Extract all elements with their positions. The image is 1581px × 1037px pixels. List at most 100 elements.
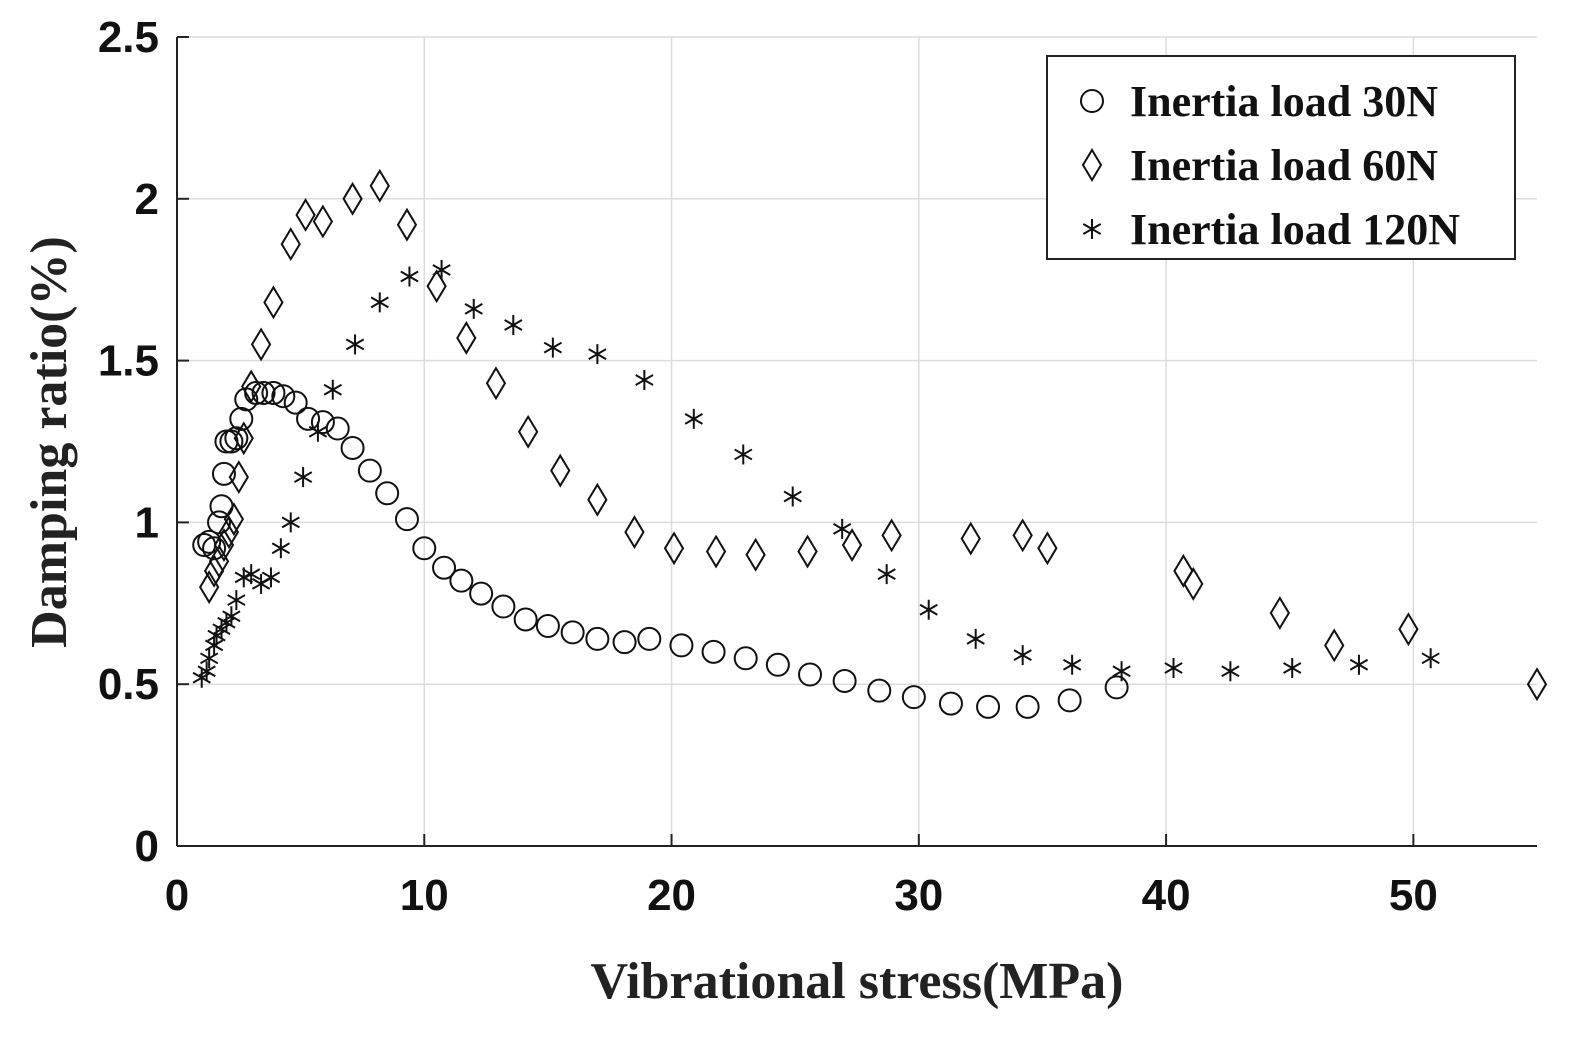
- x-tick-label: 20: [647, 871, 696, 920]
- data-point-circle: [513, 607, 538, 632]
- x-tick-label: 0: [165, 871, 189, 920]
- data-point-circle: [310, 410, 335, 435]
- series-3: [192, 259, 1440, 688]
- y-tick-label: 1: [135, 498, 159, 547]
- data-point-asterisk: [261, 567, 281, 588]
- legend-label: Inertia load 30N: [1130, 77, 1438, 126]
- data-point-diamond: [263, 285, 284, 320]
- data-point-asterisk: [1164, 658, 1183, 679]
- data-point-diamond: [280, 227, 301, 262]
- data-point-diamond: [797, 534, 818, 569]
- data-point-asterisk: [783, 486, 802, 507]
- data-point-circle: [296, 406, 321, 431]
- legend: Inertia load 30N Inertia load 60N Inertia …: [1046, 55, 1516, 260]
- data-point-diamond: [213, 528, 235, 562]
- data-point-asterisk: [222, 606, 241, 627]
- data-point-circle: [491, 594, 516, 619]
- axes-layer: [176, 37, 1537, 847]
- data-point-circle: [901, 685, 926, 710]
- data-point-circle: [229, 406, 254, 431]
- data-point-circle: [701, 639, 726, 664]
- data-point-asterisk: [293, 467, 313, 488]
- data-point-circle: [560, 620, 585, 645]
- data-point-diamond: [841, 528, 863, 562]
- data-point-asterisk: [227, 590, 246, 611]
- data-point-diamond: [960, 521, 981, 556]
- data-point-diamond: [1269, 596, 1291, 630]
- data-point-circle: [271, 384, 296, 409]
- data-point-diamond: [456, 321, 477, 355]
- data-point-diamond: [223, 502, 245, 537]
- legend-label: Inertia load 120N: [1130, 205, 1460, 254]
- data-point-circle: [733, 646, 758, 671]
- data-point-circle: [867, 678, 892, 703]
- data-point-asterisk: [271, 538, 291, 559]
- data-point-circle: [375, 481, 400, 506]
- data-point-asterisk: [197, 661, 216, 682]
- data-point-circle: [1104, 675, 1129, 700]
- data-point-diamond: [342, 181, 363, 216]
- data-point-circle: [798, 662, 823, 687]
- data-point-asterisk: [1283, 658, 1302, 679]
- legend-label: Inertia load 60N: [1130, 141, 1438, 190]
- data-point-circle: [1015, 694, 1040, 719]
- series-2: [198, 168, 1548, 702]
- y-axis-title: Damping ratio(%): [21, 236, 78, 648]
- data-point-circle: [251, 380, 276, 405]
- data-point-asterisk: [432, 259, 451, 280]
- data-point-diamond: [218, 515, 240, 550]
- data-point-circle: [219, 429, 244, 454]
- data-point-asterisk: [1221, 661, 1240, 682]
- data-point-asterisk: [345, 334, 365, 355]
- data-point-diamond: [587, 482, 608, 517]
- data-point-circle: [261, 380, 286, 405]
- data-point-circle: [432, 555, 457, 580]
- data-point-asterisk: [684, 408, 703, 429]
- data-point-diamond: [1012, 518, 1033, 553]
- data-point-circle: [938, 691, 963, 716]
- x-tick-label: 40: [1142, 871, 1191, 920]
- data-point-asterisk: [635, 370, 654, 391]
- data-point-asterisk: [1421, 648, 1440, 669]
- data-point-circle: [357, 458, 382, 483]
- data-point-diamond: [208, 544, 230, 579]
- data-point-asterisk: [1349, 654, 1369, 675]
- data-point-circle: [197, 529, 222, 554]
- data-point-asterisk: [966, 628, 985, 649]
- data-point-diamond: [485, 366, 507, 401]
- data-point-circle: [340, 435, 365, 460]
- legend-entries: Inertia load 30N Inertia load 60N Inertia …: [1080, 77, 1460, 254]
- data-point-diamond: [228, 460, 249, 495]
- data-point-circle: [469, 581, 494, 606]
- y-tick-label: 2: [135, 175, 159, 224]
- data-point-diamond: [426, 269, 447, 304]
- data-point-circle: [976, 694, 1001, 719]
- data-point-diamond: [1526, 667, 1548, 702]
- y-tick-label: 1.5: [98, 337, 159, 386]
- data-point-asterisk: [199, 648, 219, 669]
- legend-box: [1046, 55, 1516, 260]
- data-point-circle: [211, 461, 236, 486]
- data-point-circle: [669, 633, 694, 658]
- y-tick-label: 0: [135, 822, 159, 871]
- data-point-circle: [207, 510, 232, 535]
- data-point-diamond: [517, 414, 539, 449]
- data-point-asterisk: [504, 315, 523, 336]
- data-point-diamond: [369, 168, 390, 203]
- data-point-diamond: [233, 421, 254, 456]
- data-point-diamond: [396, 207, 418, 242]
- data-point-circle: [637, 626, 662, 651]
- data-point-diamond: [312, 204, 334, 239]
- data-point-diamond: [1324, 628, 1345, 663]
- data-point-diamond: [1173, 553, 1194, 588]
- data-point-asterisk: [734, 444, 753, 465]
- data-point-asterisk: [1062, 654, 1082, 675]
- data-point-asterisk: [400, 266, 419, 287]
- legend-marker-diamond: [1081, 148, 1103, 182]
- data-point-circle: [612, 630, 637, 655]
- data-point-diamond: [241, 369, 262, 404]
- data-point-diamond: [550, 453, 571, 488]
- data-point-circle: [394, 507, 419, 532]
- data-point-diamond: [203, 553, 225, 588]
